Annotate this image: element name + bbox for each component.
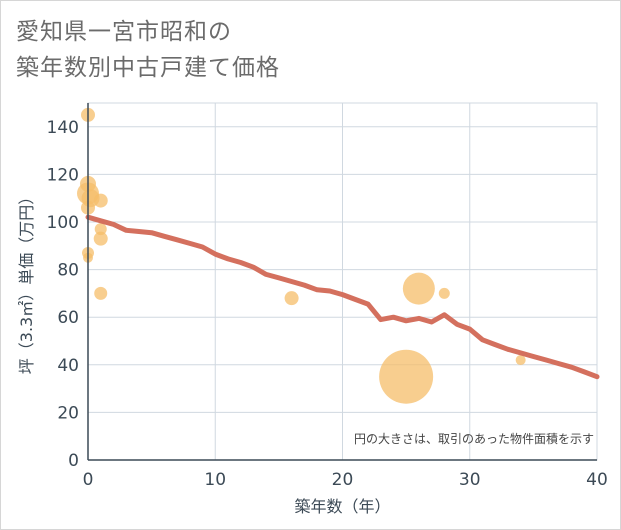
trend-line-group bbox=[85, 214, 600, 380]
y-tick-label: 140 bbox=[47, 118, 79, 138]
y-tick-label: 60 bbox=[57, 308, 79, 328]
axes bbox=[87, 103, 597, 461]
scatter-point bbox=[379, 349, 434, 404]
x-tick-label: 10 bbox=[204, 470, 226, 490]
y-tick-label: 0 bbox=[68, 451, 79, 471]
scatter-point bbox=[93, 193, 108, 208]
scatter-point bbox=[284, 291, 299, 306]
gridlines bbox=[87, 102, 598, 461]
y-tick-label: 80 bbox=[57, 261, 79, 281]
y-axis-title: 坪（3.3㎡）単価（万円） bbox=[17, 189, 36, 374]
size-note: 円の大きさは、取引のあった物件面積を示す bbox=[354, 431, 594, 446]
chart-title: 愛知県一宮市昭和の 築年数別中古戸建て価格 bbox=[16, 14, 280, 86]
chart-title-line-1: 愛知県一宮市昭和の bbox=[16, 19, 232, 45]
scatter-point bbox=[402, 272, 435, 305]
scatter-point bbox=[515, 355, 526, 366]
x-tick-label: 0 bbox=[83, 470, 94, 490]
y-tick-label: 120 bbox=[47, 165, 79, 185]
y-tick-label: 20 bbox=[57, 403, 79, 423]
y-tick-label: 40 bbox=[57, 356, 79, 376]
x-tick-label: 20 bbox=[332, 470, 354, 490]
x-axis-title: 築年数（年） bbox=[294, 497, 390, 516]
scatter-point bbox=[93, 231, 108, 246]
tick-labels: 0 20 40 60 80 100 120 140 0 10 20 30 40 bbox=[47, 118, 608, 490]
scatter-points bbox=[77, 107, 526, 404]
x-tick-label: 30 bbox=[459, 470, 481, 490]
y-tick-label: 100 bbox=[47, 213, 79, 233]
chart-title-line-2: 築年数別中古戸建て価格 bbox=[16, 55, 280, 81]
x-tick-label: 40 bbox=[586, 470, 608, 490]
scatter-point bbox=[94, 223, 107, 236]
scatter-point bbox=[94, 286, 108, 300]
scatter-point bbox=[438, 287, 450, 299]
trend-line bbox=[85, 214, 600, 380]
